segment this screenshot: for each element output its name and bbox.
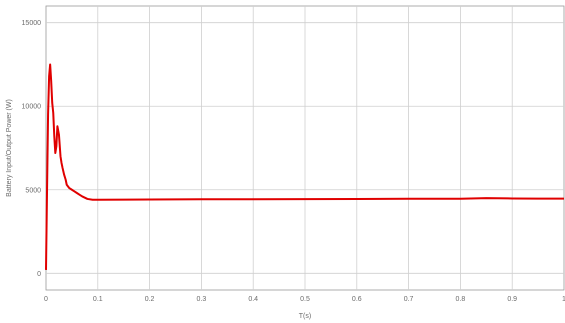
- x-tick-label: 0.7: [404, 296, 414, 303]
- y-axis-ticks: 0 5000 10000 15000: [22, 20, 42, 278]
- series-layer: [45, 63, 564, 270]
- x-tick-label: 0: [44, 296, 48, 303]
- x-tick-label: 0.5: [300, 296, 310, 303]
- y-tick-label: 10000: [22, 104, 42, 111]
- x-tick-label: 0.6: [352, 296, 362, 303]
- x-tick-label: 1: [562, 296, 565, 303]
- x-axis-ticks: 0 0.1 0.2 0.3 0.4 0.5 0.6 0.7 0.8 0.9 1: [44, 296, 565, 303]
- x-tick-label: 0.2: [145, 296, 155, 303]
- x-tick-label: 0.1: [93, 296, 103, 303]
- x-tick-label: 0.4: [248, 296, 258, 303]
- y-tick-label: 0: [37, 271, 41, 278]
- grid-lines: [46, 6, 564, 290]
- y-axis-title: Battery Input/Output Power (W): [6, 99, 13, 197]
- x-tick-label: 0.8: [456, 296, 466, 303]
- x-tick-label: 0.9: [507, 296, 517, 303]
- series-line: [45, 63, 564, 270]
- y-tick-label: 15000: [22, 20, 42, 27]
- x-axis-title: T(s): [299, 313, 311, 320]
- y-tick-label: 5000: [25, 187, 41, 194]
- x-tick-label: 0.3: [197, 296, 207, 303]
